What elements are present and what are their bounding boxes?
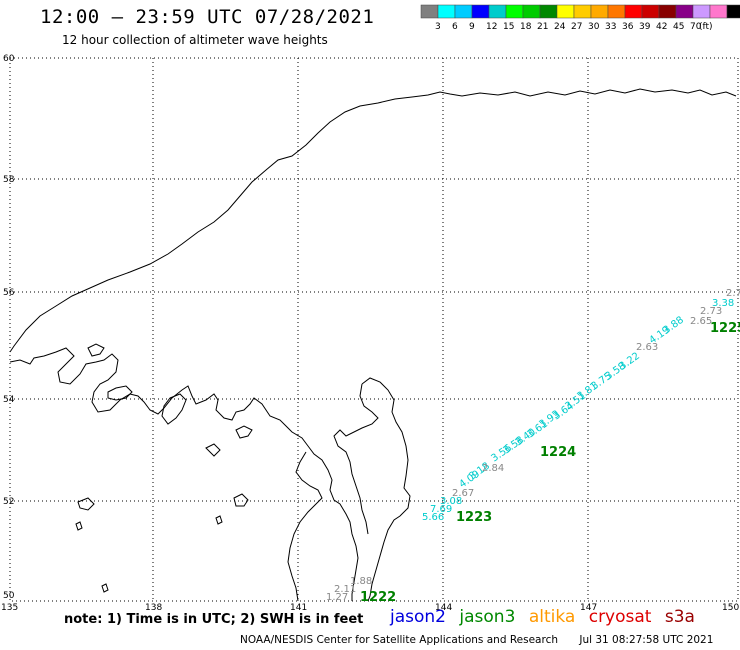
island-cluster-2 <box>161 393 187 425</box>
swh-reading: 3.22 <box>617 351 642 373</box>
pass-number-1225: 1225 <box>710 321 740 336</box>
swh-reading: 3.88 <box>661 315 686 337</box>
page-subtitle: 12 hour collection of altimeter wave hei… <box>62 33 328 47</box>
island-small-8 <box>75 521 83 531</box>
colorbar-label: 3 <box>435 22 441 32</box>
pass-number-1222: 1222 <box>360 590 396 605</box>
swh-reading: 2.11 <box>334 584 356 595</box>
colorbar-swatch <box>641 4 660 19</box>
colorbar-swatch <box>624 4 643 19</box>
colorbar-swatch <box>488 4 507 19</box>
colorbar-label: 21 <box>537 22 548 32</box>
colorbar-swatch <box>454 4 473 19</box>
longitude-labels: 135 138 141 144 147 150 <box>1 603 739 613</box>
colorbar-swatch <box>726 4 740 19</box>
swh-reading: 2.63 <box>636 342 658 353</box>
swh-reading: 3.38 <box>712 298 734 309</box>
pass-number-1224: 1224 <box>540 445 576 460</box>
swh-reading: 1.88 <box>350 576 372 587</box>
lat-label-60: 60 <box>3 54 15 64</box>
island-small-9 <box>215 515 223 525</box>
colorbar-label: 39 <box>639 22 651 32</box>
lon-label-150: 150 <box>722 603 739 613</box>
latitude-labels: 60 58 56 54 52 50 <box>3 54 15 601</box>
colorbar-swatch <box>692 4 711 19</box>
satellite-jason3: jason3 <box>459 607 516 627</box>
lon-label-141: 141 <box>290 603 307 613</box>
swh-reading: 5.66 <box>422 512 444 523</box>
colorbar-swatch <box>607 4 626 19</box>
colorbar-label: 42 <box>656 22 667 32</box>
colorbar-label: 33 <box>605 22 616 32</box>
colorbar-label: 12 <box>486 22 497 32</box>
satellite-cryosat: cryosat <box>588 607 652 627</box>
colorbar-label: 45 <box>673 22 684 32</box>
colorbar-swatch <box>556 4 575 19</box>
coastline-mainland <box>9 88 737 601</box>
colorbar-swatch <box>675 4 694 19</box>
altimeter-tracks: 1.27 2.11 1.88 1222 5.66 7.69 3.08 2.67 … <box>326 288 740 605</box>
colorbar-swatch <box>420 4 439 19</box>
generated-timestamp: Jul 31 08:27:58 UTC 2021 <box>579 634 714 646</box>
swh-reading: 3.08 <box>440 496 462 507</box>
swh-reading: 2.84 <box>482 463 504 474</box>
lat-label-56: 56 <box>3 288 15 298</box>
colorbar-swatch <box>573 4 592 19</box>
colorbar-swatch <box>522 4 541 19</box>
colorbar-label: 18 <box>520 22 532 32</box>
satellite-jason2: jason2 <box>390 607 446 627</box>
colorbar-label: 24 <box>554 22 566 32</box>
colorbar-label: 27 <box>571 22 582 32</box>
island-cluster-4 <box>77 497 95 511</box>
lon-label-135: 135 <box>1 603 18 613</box>
colorbar-swatch <box>539 4 558 19</box>
lat-label-50: 50 <box>3 591 15 601</box>
swh-reading: 2.73 <box>700 306 722 317</box>
island-cluster-5 <box>233 493 249 507</box>
colorbar-swatch <box>658 4 677 19</box>
island-small-10 <box>101 583 109 593</box>
colorbar-label: 9 <box>469 22 475 32</box>
satellite-s3a: s3a <box>664 607 695 627</box>
colorbar-label: 36 <box>622 22 634 32</box>
island-cluster-6 <box>205 443 221 457</box>
footer-note: note: 1) Time is in UTC; 2) SWH is in fe… <box>64 612 364 627</box>
colorbar-swatch <box>471 4 490 19</box>
credit-org: NOAA/NESDIS Center for Satellite Applica… <box>240 634 558 646</box>
lat-label-54: 54 <box>3 395 15 405</box>
swh-reading: 2.65 <box>690 316 712 327</box>
colorbar-label: 15 <box>503 22 514 32</box>
lon-label-144: 144 <box>435 603 452 613</box>
satellite-altika: altika <box>528 607 576 627</box>
colorbar-swatch <box>437 4 456 19</box>
map-grid <box>9 57 739 602</box>
lon-label-138: 138 <box>145 603 162 613</box>
lat-label-52: 52 <box>3 497 14 507</box>
swh-reading: 2.67 <box>452 488 474 499</box>
island-cluster-3 <box>87 343 105 357</box>
coastlines <box>9 88 737 602</box>
island-cluster-1 <box>107 385 133 401</box>
colorbar-swatch <box>505 4 524 19</box>
lat-label-58: 58 <box>3 175 15 185</box>
colorbar-label: 6 <box>452 22 458 32</box>
colorbar-label: 70 <box>690 22 702 32</box>
swh-reading: 1.27 <box>326 592 348 603</box>
colorbar-unit: (ft) <box>699 22 713 32</box>
colorbar-label: 30 <box>588 22 600 32</box>
swh-reading: 7.69 <box>430 504 452 515</box>
island-cluster-7 <box>235 425 253 439</box>
pass-number-1223: 1223 <box>456 510 492 525</box>
page-title: 12:00 – 23:59 UTC 07/28/2021 <box>40 6 375 28</box>
colorbar-swatch <box>590 4 609 19</box>
credit-line: NOAA/NESDIS Center for Satellite Applica… <box>240 634 713 646</box>
swh-reading: 2.7 <box>726 288 740 299</box>
coastline-west-shore <box>287 451 323 602</box>
colorbar-swatch <box>709 4 728 19</box>
satellite-legend: jason2 jason3 altika cryosat s3a <box>390 607 703 627</box>
colorbar: 3 6 9 12 15 18 21 24 27 30 33 36 39 42 45 70(ft) <box>420 4 740 32</box>
lon-label-147: 147 <box>580 603 597 613</box>
coastline-sakhalin <box>333 377 411 602</box>
